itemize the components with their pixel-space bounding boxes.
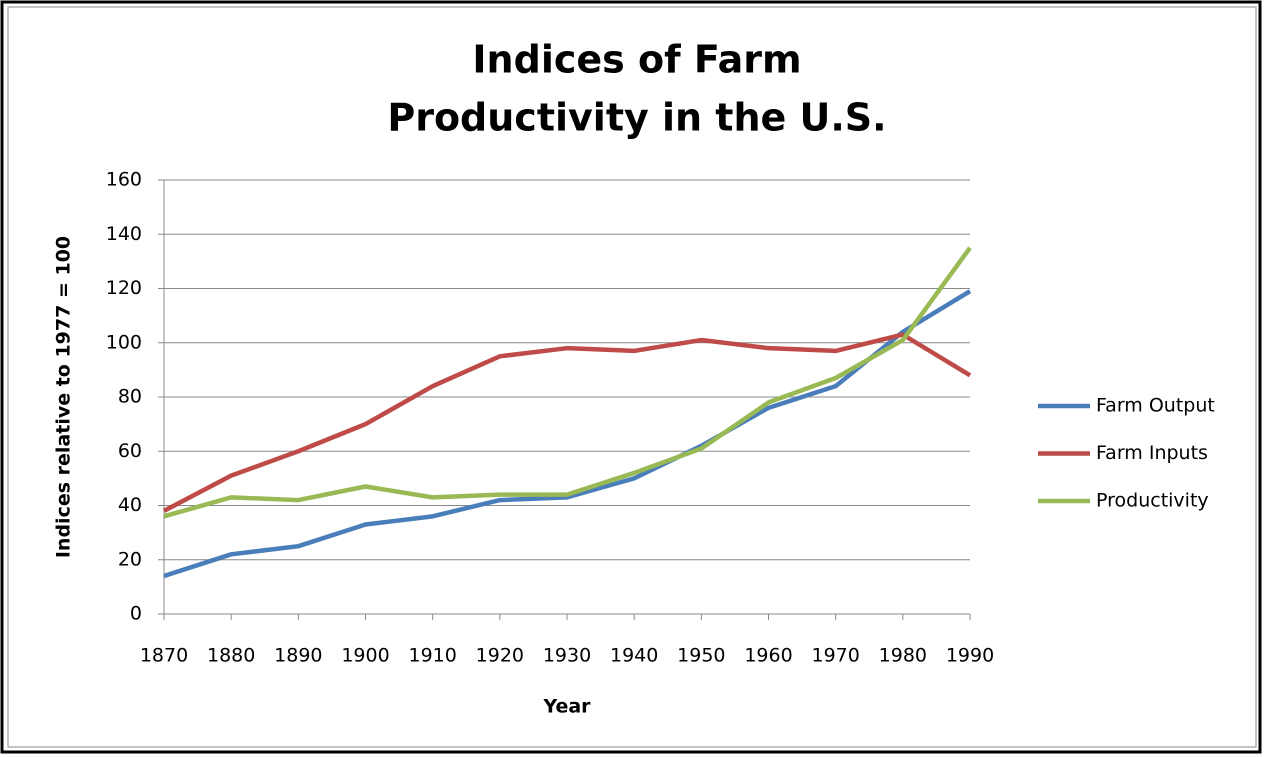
y-tick-label: 80 bbox=[118, 386, 142, 408]
x-tick-label: 1890 bbox=[274, 645, 322, 667]
series-line bbox=[163, 289, 972, 579]
series-line bbox=[162, 332, 972, 513]
y-tick-label: 20 bbox=[118, 548, 142, 570]
x-tick-label: 1960 bbox=[744, 645, 792, 667]
x-tick-label: 1880 bbox=[207, 645, 255, 667]
x-tick-label: 1920 bbox=[476, 645, 524, 667]
series-line bbox=[163, 246, 972, 519]
chart-title: Indices of Farm bbox=[472, 38, 801, 82]
y-tick-label: 100 bbox=[106, 331, 142, 353]
y-tick-label: 60 bbox=[118, 440, 142, 462]
y-tick-label: 120 bbox=[106, 277, 142, 299]
y-tick-label: 0 bbox=[130, 603, 142, 625]
legend-label: Productivity bbox=[1096, 490, 1209, 512]
chart-frame bbox=[7, 6, 1257, 748]
x-tick-label: 1900 bbox=[341, 645, 389, 667]
legend-label: Farm Inputs bbox=[1096, 442, 1208, 464]
x-tick-label: 1930 bbox=[543, 645, 591, 667]
y-tick-label: 160 bbox=[106, 169, 142, 191]
chart-title: Productivity in the U.S. bbox=[387, 96, 886, 140]
x-tick-label: 1950 bbox=[677, 645, 725, 667]
x-tick-label: 1940 bbox=[610, 645, 658, 667]
y-tick-label: 140 bbox=[106, 223, 142, 245]
y-axis-label: Indices relative to 1977 = 100 bbox=[53, 236, 75, 558]
x-tick-label: 1970 bbox=[811, 645, 859, 667]
x-tick-label: 1980 bbox=[879, 645, 927, 667]
x-tick-label: 1910 bbox=[408, 645, 456, 667]
y-tick-label: 40 bbox=[118, 494, 142, 516]
x-tick-label: 1990 bbox=[946, 645, 994, 667]
x-tick-label: 1870 bbox=[140, 645, 188, 667]
legend-label: Farm Output bbox=[1096, 395, 1215, 417]
x-axis-label: Year bbox=[542, 696, 591, 718]
